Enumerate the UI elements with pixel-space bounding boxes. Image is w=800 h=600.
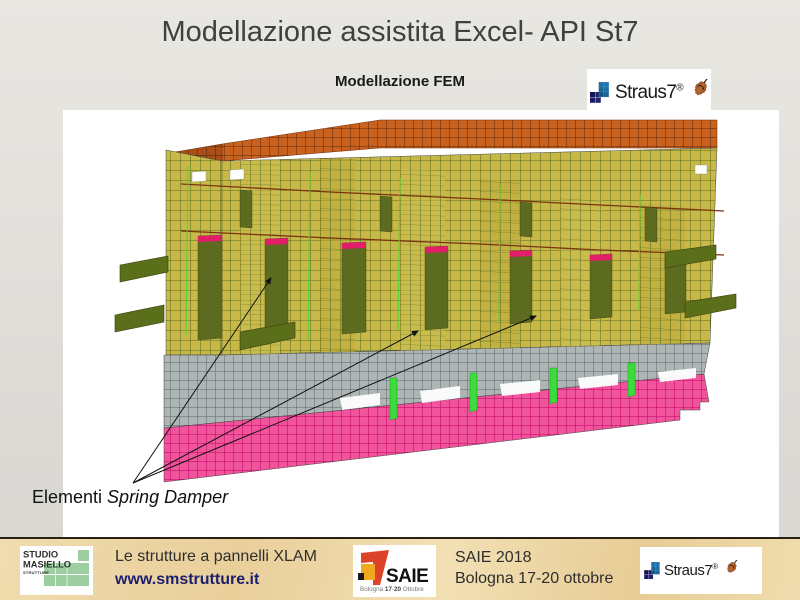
svg-text:STRUTTURE: STRUTTURE	[23, 570, 49, 575]
svg-text:SAIE: SAIE	[386, 566, 428, 587]
svg-text:Bologna 17-20 Ottobre: Bologna 17-20 Ottobre	[360, 586, 424, 593]
svg-text:MASIELLO: MASIELLO	[23, 560, 71, 570]
svg-text:STUDIO: STUDIO	[23, 550, 58, 560]
